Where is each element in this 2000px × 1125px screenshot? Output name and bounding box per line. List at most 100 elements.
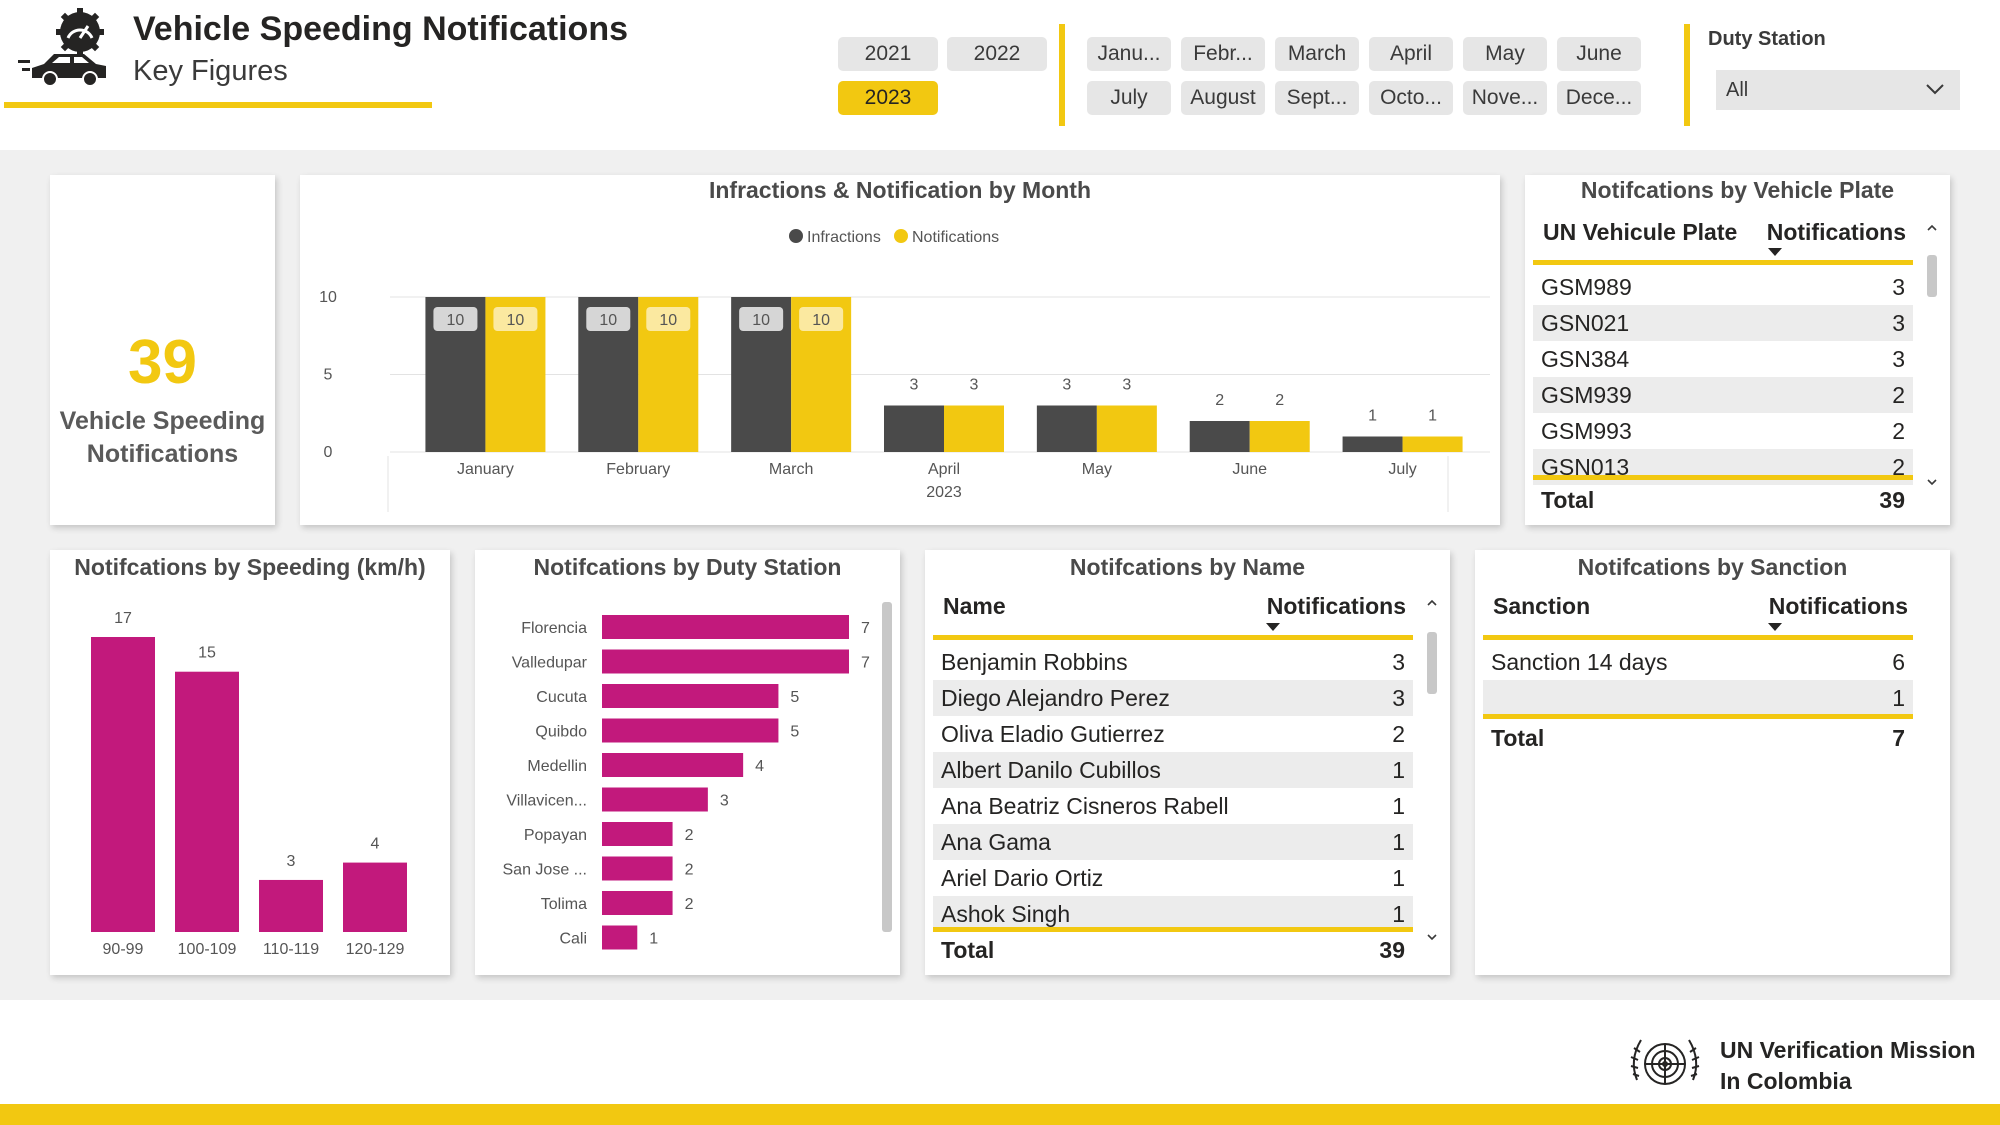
plate-header-underline: [1533, 260, 1913, 265]
plate-scrollbar[interactable]: [1925, 221, 1939, 491]
table-row[interactable]: Benjamin Robbins 3: [933, 644, 1413, 680]
name-scroll-thumb[interactable]: [1427, 632, 1437, 694]
table-row[interactable]: GSN384 3: [1533, 341, 1913, 377]
name-col-header[interactable]: Name: [943, 593, 1006, 619]
bar-infractions[interactable]: [1342, 436, 1403, 453]
speed-bar[interactable]: [91, 637, 155, 932]
duty-station-bar[interactable]: [602, 753, 744, 777]
month-sep-button[interactable]: Sept...: [1275, 81, 1359, 115]
name-notifications-col-header[interactable]: Notifications: [1266, 593, 1406, 619]
duty-station-dropdown[interactable]: All: [1716, 70, 1960, 110]
org-line1: UN Verification Mission: [1720, 1037, 1976, 1063]
duty-station-bar[interactable]: [602, 718, 779, 743]
table-row[interactable]: 1: [1483, 680, 1913, 716]
scroll-up-icon[interactable]: [1925, 221, 1939, 235]
year-2022-button[interactable]: 2022: [947, 37, 1047, 71]
month-chart: Infractions Notifications 0 5 10 10 10 January 1…: [319, 229, 1490, 512]
plate-notifications-col-header[interactable]: Notifications: [1766, 219, 1906, 245]
month-jul-button[interactable]: July: [1087, 81, 1171, 115]
table-row[interactable]: GSM939 2: [1533, 377, 1913, 413]
sort-desc-icon[interactable]: [1768, 623, 1782, 631]
un-emblem-icon: [1630, 1039, 1700, 1085]
month-dec-button[interactable]: Dece...: [1557, 81, 1641, 115]
month-jun-button[interactable]: June: [1557, 37, 1641, 71]
bar-infractions[interactable]: [1189, 421, 1250, 452]
sanction-header-underline: [1483, 635, 1913, 640]
name-total-row: Total 39: [933, 937, 1413, 964]
month-nov-button[interactable]: Nove...: [1463, 81, 1547, 115]
sort-desc-icon[interactable]: [1266, 623, 1280, 631]
row-label: GSN021: [1541, 309, 1630, 336]
legend-marker-infractions: [789, 229, 803, 243]
chevron-down-icon: [1926, 84, 1944, 95]
table-row[interactable]: Diego Alejandro Perez 3: [933, 680, 1413, 716]
y-tick-label: Cali: [559, 931, 587, 948]
data-label: 2: [685, 827, 694, 844]
sanction-table-title: Notifcations by Sanction: [1577, 554, 1848, 580]
table-row[interactable]: Ana Gama 1: [933, 824, 1413, 860]
data-label: 7: [861, 620, 870, 637]
month-apr-button[interactable]: April: [1369, 37, 1453, 71]
month-chart-card: Infractions & Notification by Month Infr…: [300, 175, 1500, 525]
duty-station-bar[interactable]: [602, 615, 849, 639]
scroll-down-icon[interactable]: [1425, 930, 1439, 944]
legend-marker-notifications: [894, 229, 908, 243]
table-row[interactable]: Sanction 14 days 6: [1483, 644, 1913, 680]
duty-station-bar[interactable]: [602, 856, 673, 881]
table-row[interactable]: Albert Danilo Cubillos 1: [933, 752, 1413, 788]
bar-notifications[interactable]: [1096, 405, 1157, 453]
data-label: 2: [685, 862, 694, 879]
plate-total-underline: [1533, 475, 1913, 480]
month-feb-button[interactable]: Febr...: [1181, 37, 1265, 71]
table-row[interactable]: Ashok Singh 1: [933, 896, 1413, 932]
x-tick-label: 100-109: [178, 941, 237, 958]
scroll-down-icon[interactable]: [1925, 475, 1939, 489]
month-may-button[interactable]: May: [1463, 37, 1547, 71]
data-label: 1: [649, 931, 658, 948]
table-row[interactable]: GSN021 3: [1533, 305, 1913, 341]
x-tick-label: July: [1388, 461, 1416, 478]
bar-infractions[interactable]: [884, 405, 944, 453]
sort-desc-icon[interactable]: [1768, 248, 1782, 256]
speed-bar[interactable]: [175, 671, 239, 932]
footer-accent-bar: [0, 1104, 2000, 1125]
month-jan-button[interactable]: Janu...: [1087, 37, 1171, 71]
duty-station-bar[interactable]: [602, 787, 708, 812]
sanction-col-header[interactable]: Sanction: [1493, 593, 1591, 619]
month-mar-button[interactable]: March: [1275, 37, 1359, 71]
scroll-up-icon[interactable]: [1425, 596, 1439, 610]
row-value: 1: [1392, 900, 1405, 927]
duty-station-label: Duty Station: [1708, 28, 1826, 50]
plate-col-header[interactable]: UN Vehicule Plate: [1543, 219, 1738, 245]
table-row[interactable]: Ariel Dario Ortiz 1: [933, 860, 1413, 896]
speed-bar[interactable]: [259, 879, 323, 932]
year-2021-button[interactable]: 2021: [838, 37, 938, 71]
bar-infractions[interactable]: [1036, 405, 1097, 453]
bar-notifications[interactable]: [1249, 421, 1310, 452]
table-row[interactable]: Ana Beatriz Cisneros Rabell 1: [933, 788, 1413, 824]
duty-station-chart-title: Notifcations by Duty Station: [533, 554, 842, 580]
sanction-notifications-col-header[interactable]: Notifications: [1768, 593, 1908, 619]
year-2023-button[interactable]: 2023: [838, 81, 938, 115]
kpi-label-line1: Vehicle Speeding: [59, 407, 266, 435]
month-oct-button[interactable]: Octo...: [1369, 81, 1453, 115]
speed-bar[interactable]: [343, 862, 407, 932]
duty-station-bar[interactable]: [602, 684, 779, 708]
row-value: 1: [1392, 864, 1405, 891]
table-row[interactable]: GSM993 2: [1533, 413, 1913, 449]
bar-notifications[interactable]: [1402, 436, 1463, 453]
bar-notifications[interactable]: [944, 405, 1004, 453]
duty-station-bar[interactable]: [602, 649, 849, 674]
name-header-underline: [933, 635, 1413, 640]
plate-scroll-thumb[interactable]: [1927, 255, 1937, 297]
duty-station-bar[interactable]: [602, 891, 673, 915]
duty-station-bar[interactable]: [602, 822, 673, 846]
month-aug-button[interactable]: August: [1181, 81, 1265, 115]
duty-station-bar[interactable]: [602, 925, 638, 950]
duty-scroll-thumb[interactable]: [882, 602, 892, 932]
table-row[interactable]: GSM989 3: [1533, 269, 1913, 305]
duty-station-scrollbar[interactable]: [880, 602, 894, 962]
name-scrollbar[interactable]: [1425, 596, 1439, 946]
table-row[interactable]: Oliva Eladio Gutierrez 2: [933, 716, 1413, 752]
org-line2: In Colombia: [1720, 1068, 1852, 1094]
